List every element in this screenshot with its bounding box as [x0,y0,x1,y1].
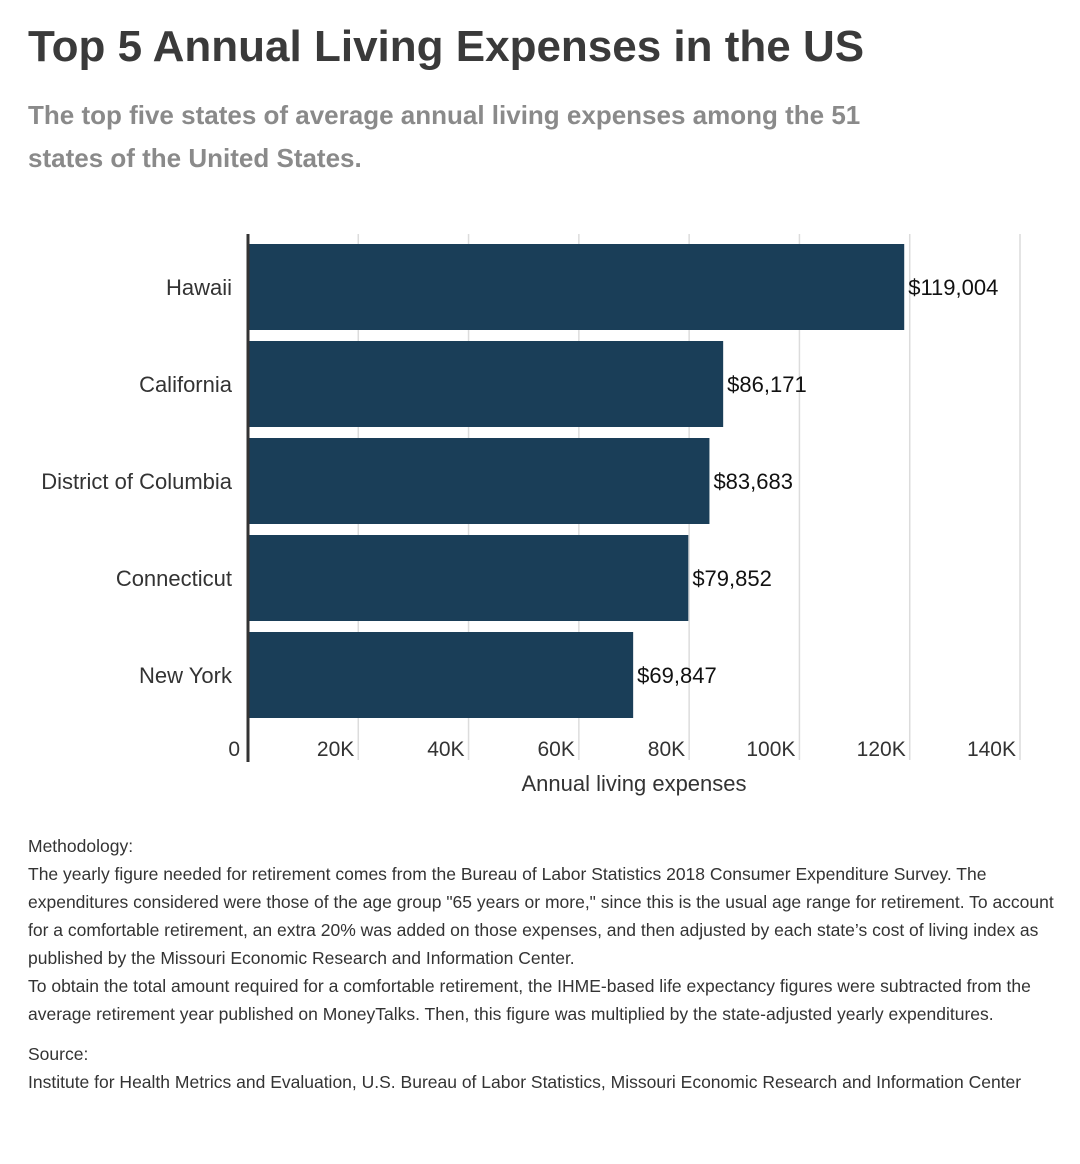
category-label: California [139,372,233,397]
methodology-label: Methodology: [28,836,134,856]
data-labels: $119,004 $86,171 $83,683 $79,852 $69,847 [637,275,998,688]
x-tick-labels: 0 20K 40K 60K 80K 100K 120K 140K [228,738,1016,761]
category-label: Connecticut [116,566,232,591]
data-label: $86,171 [727,372,807,397]
x-tick-label: 0 [228,738,240,761]
chart-subtitle: The top five states of average annual li… [28,100,861,173]
bar [248,438,710,524]
source-block: Source: Institute for Health Metrics and… [28,1040,1063,1096]
category-label: District of Columbia [41,469,232,494]
data-label: $69,847 [637,663,717,688]
data-label: $79,852 [692,566,772,591]
methodology-paragraph-1: The yearly figure needed for retirement … [28,864,1054,968]
category-labels: Hawaii California District of Columbia Conn… [41,275,233,688]
x-tick-label: 100K [746,738,795,761]
bar [248,632,634,718]
source-text: Institute for Health Metrics and Evaluat… [28,1072,1022,1092]
data-label: $119,004 [908,275,998,300]
source-label: Source: [28,1044,89,1064]
x-tick-label: 40K [427,738,464,761]
x-tick-label: 20K [317,738,354,761]
bar [248,535,689,621]
methodology-paragraph-2: To obtain the total amount required for … [28,976,1031,1024]
bar [248,244,905,330]
x-axis-title: Annual living expenses [521,771,746,796]
data-label: $83,683 [713,469,793,494]
bar [248,341,724,427]
bar-chart: $119,004 $86,171 $83,683 $79,852 $69,847 Haw… [41,234,1021,796]
category-label: Hawaii [166,275,232,300]
category-label: New York [139,663,233,688]
x-tick-label: 80K [648,738,685,761]
notes-section: Methodology: The yearly figure needed fo… [28,832,1063,1096]
chart-title: Top 5 Annual Living Expenses in the US [28,22,865,71]
x-tick-label: 140K [967,738,1016,761]
bars [248,244,905,718]
x-tick-label: 120K [857,738,906,761]
x-tick-label: 60K [537,738,574,761]
